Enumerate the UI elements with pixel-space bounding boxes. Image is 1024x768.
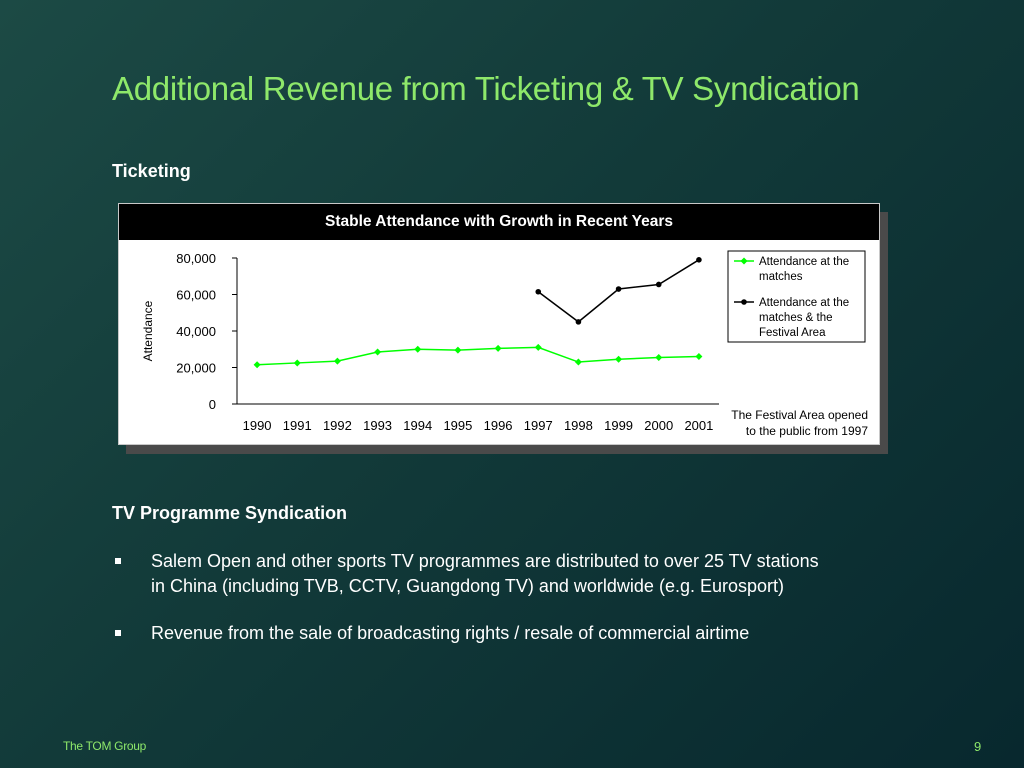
ticketing-heading: Ticketing [112,161,191,181]
data-point [333,357,341,365]
footer-brand: The TOM Group [63,739,147,753]
data-point [655,281,662,288]
x-tick-label: 1995 [443,418,472,433]
legend-marker [740,257,748,265]
data-point [615,355,623,363]
tv-syndication-heading: TV Programme Syndication [112,503,348,523]
x-tick-label: 2001 [684,418,713,433]
attendance-chart: Attendance 0 20,000 40,000 60,000 80,000 1990… [141,250,868,438]
data-point [615,286,622,292]
data-point [454,346,462,354]
data-point [695,353,703,361]
chart-annotation: The Festival Area opened to the public fr… [731,408,868,438]
x-tick-label: 1993 [363,418,392,433]
data-point [414,345,422,353]
y-tick-label: 0 [209,397,216,412]
slide-title: Additional Revenue from Ticketing & TV S… [112,70,860,107]
legend-label: Attendance at the [759,297,849,309]
y-tick-label: 40,000 [176,324,216,339]
legend-marker [741,299,747,305]
y-tick-label: 80,000 [176,251,216,266]
x-tick-label: 1997 [524,418,553,433]
data-point [574,358,582,366]
annotation-line: to the public from 1997 [746,424,868,438]
legend-label: matches [759,271,803,283]
legend-label: Attendance at the [759,256,849,268]
legend-box [727,250,866,343]
chart-axes: Attendance [141,258,719,405]
data-point [293,359,301,367]
data-point [534,343,542,351]
y-axis-title: Attendance [141,300,155,361]
chart-panel: Stable Attendance with Growth in Recent … [118,203,880,445]
legend-label: matches & the [759,312,833,324]
bullet-square-icon [115,558,121,564]
page-number: 9 [974,739,982,754]
x-tick-label: 1990 [243,418,272,433]
chart-title: Stable Attendance with Growth in Recent … [119,204,879,240]
y-tick-label: 60,000 [176,288,216,303]
annotation-line: The Festival Area opened [731,408,868,422]
y-tick-label: 20,000 [176,361,216,376]
chart-legend: Attendance at the matches Attendance at th… [727,250,866,343]
bullet-line: Salem Open and other sports TV programme… [151,551,819,571]
x-tick-label: 1996 [484,418,513,433]
data-point [253,361,261,369]
bullet-line: Revenue from the sale of broadcasting ri… [151,623,750,643]
data-point [696,257,702,263]
legend-label: Festival Area [759,327,826,339]
x-tick-label: 1994 [403,418,432,433]
data-point [655,353,663,361]
x-tick-label: 1999 [604,418,633,433]
bullet-line: in China (including TVB, CCTV, Guangdong… [151,576,784,596]
x-tick-label: 2000 [644,418,673,433]
bullet-text: Salem Open and other sports TV programme… [151,549,911,599]
data-point [535,288,542,295]
series-line-1 [257,346,699,366]
data-point [374,348,382,356]
bullet-square-icon [115,630,121,636]
chart-ticks: 0 20,000 40,000 60,000 80,000 1990 1991 1992 199… [176,251,713,433]
x-tick-label: 1998 [564,418,593,433]
chart-lines [253,257,703,369]
data-point [575,319,582,325]
x-tick-label: 1991 [283,418,312,433]
x-tick-label: 1992 [323,418,352,433]
data-point [494,344,502,352]
bullet-text: Revenue from the sale of broadcasting ri… [151,621,911,646]
